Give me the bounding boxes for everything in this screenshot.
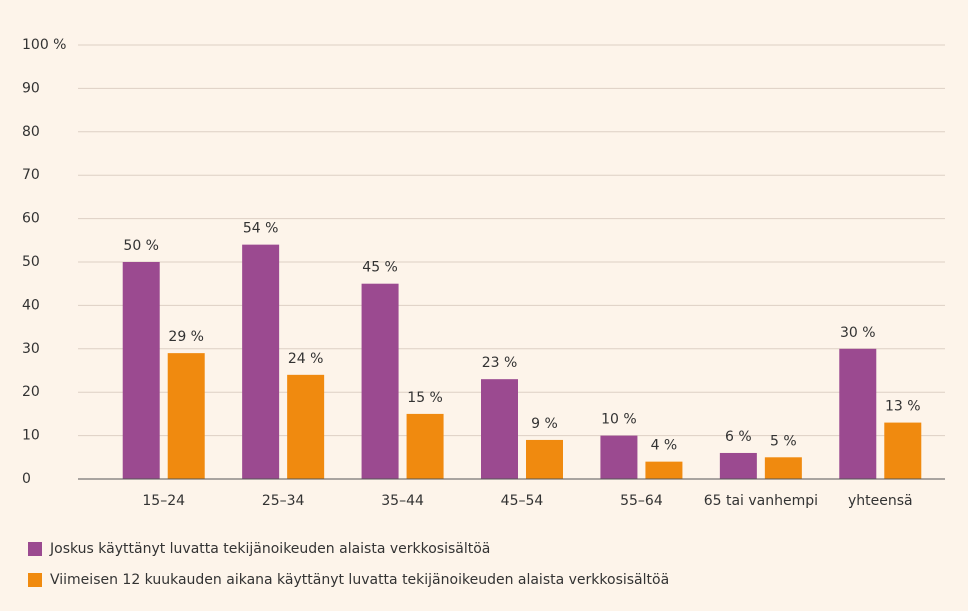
bar bbox=[122, 262, 160, 479]
value-label: 10 % bbox=[601, 412, 637, 428]
y-tick-label: 40 bbox=[22, 297, 40, 313]
y-tick-label: 80 bbox=[22, 124, 40, 140]
bar bbox=[764, 457, 802, 479]
x-tick-label: 45–54 bbox=[501, 493, 544, 509]
y-tick-label: 100 % bbox=[22, 37, 66, 53]
bar bbox=[242, 244, 280, 479]
bar bbox=[884, 422, 922, 479]
x-tick-label: 15–24 bbox=[142, 493, 185, 509]
bar bbox=[526, 439, 563, 479]
bar bbox=[287, 374, 325, 479]
value-label: 29 % bbox=[168, 329, 204, 345]
y-tick-label: 70 bbox=[22, 167, 40, 183]
legend-label: Viimeisen 12 kuukauden aikana käyttänyt … bbox=[50, 572, 669, 588]
bar bbox=[719, 452, 757, 479]
value-label: 23 % bbox=[482, 355, 518, 371]
x-tick-label: 35–44 bbox=[381, 493, 424, 509]
y-tick-label: 10 bbox=[22, 428, 40, 444]
value-label: 5 % bbox=[770, 433, 797, 449]
x-tick-label: 65 tai vanhempi bbox=[704, 493, 818, 509]
value-label: 6 % bbox=[725, 429, 752, 445]
bar bbox=[406, 413, 444, 479]
value-label: 4 % bbox=[651, 438, 678, 454]
y-tick-label: 20 bbox=[22, 384, 40, 400]
x-tick-label: 55–64 bbox=[620, 493, 663, 509]
bar bbox=[645, 461, 683, 479]
bar bbox=[167, 353, 205, 479]
x-tick-label: yhteensä bbox=[848, 493, 913, 509]
value-label: 50 % bbox=[123, 238, 159, 254]
value-label: 13 % bbox=[885, 399, 921, 415]
value-label: 24 % bbox=[288, 351, 324, 367]
value-label: 45 % bbox=[362, 260, 398, 276]
y-tick-label: 60 bbox=[22, 211, 40, 227]
value-label: 15 % bbox=[407, 390, 443, 406]
value-label: 9 % bbox=[531, 416, 558, 432]
bar bbox=[839, 348, 877, 479]
bar bbox=[361, 283, 399, 479]
value-label: 54 % bbox=[243, 221, 279, 237]
y-tick-label: 50 bbox=[22, 254, 40, 270]
y-tick-label: 30 bbox=[22, 341, 40, 357]
value-label: 30 % bbox=[840, 325, 876, 341]
legend-swatch bbox=[28, 542, 42, 556]
legend-swatch bbox=[28, 573, 42, 587]
y-tick-label: 90 bbox=[22, 80, 40, 96]
legend-label: Joskus käyttänyt luvatta tekijänoikeuden… bbox=[49, 541, 490, 557]
y-tick-label: 0 bbox=[22, 471, 31, 487]
bar bbox=[600, 435, 638, 479]
bar bbox=[481, 379, 518, 479]
x-tick-label: 25–34 bbox=[262, 493, 305, 509]
